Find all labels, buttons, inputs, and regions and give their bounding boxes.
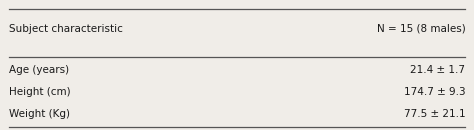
Text: N = 15 (8 males): N = 15 (8 males): [377, 24, 465, 34]
Text: 174.7 ± 9.3: 174.7 ± 9.3: [404, 87, 465, 97]
Text: Height (cm): Height (cm): [9, 87, 70, 97]
Text: 21.4 ± 1.7: 21.4 ± 1.7: [410, 65, 465, 75]
Text: Age (years): Age (years): [9, 65, 69, 75]
Text: Weight (Kg): Weight (Kg): [9, 109, 70, 119]
Text: 77.5 ± 21.1: 77.5 ± 21.1: [404, 109, 465, 119]
Text: Subject characteristic: Subject characteristic: [9, 24, 122, 34]
